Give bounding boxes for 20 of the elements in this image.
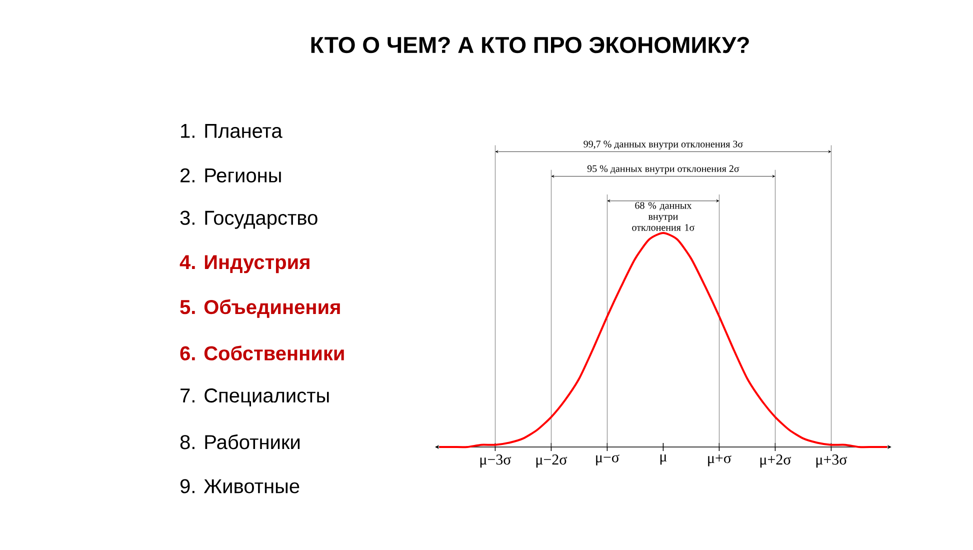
text: 7. Специалисты [180, 388, 329, 406]
x-tick-label: μ+2σ [760, 454, 792, 468]
text: 5. Объединения [180, 299, 340, 318]
x-tick-label: μ+3σ [816, 454, 848, 468]
text: 2. Регионы [180, 168, 281, 182]
x-tick-label: μ+σ [708, 454, 732, 466]
text: 6. Собственники [180, 346, 344, 360]
x-tick-label: μ [660, 454, 667, 465]
text: 68 % данных внутри отклонения 1σ [632, 202, 695, 231]
text: 4. Индустрия [180, 255, 310, 274]
text: 1. Планета [181, 124, 282, 138]
x-tick-label: μ−2σ [536, 454, 568, 468]
text: 95 % данных внутри отклонения 2σ [587, 165, 740, 174]
text: 3. Государство [180, 210, 318, 229]
text: 8. Работники [180, 434, 300, 450]
text: 99,7 % данных внутри отклонения 3σ [584, 140, 743, 150]
text: 9. Животные [180, 479, 300, 494]
x-tick-label: μ−σ [596, 454, 620, 466]
x-tick-label: μ−3σ [480, 454, 512, 468]
chart-title: КТО О ЧЕМ? А КТО ПРО ЭКОНОМИКУ? [311, 36, 749, 54]
